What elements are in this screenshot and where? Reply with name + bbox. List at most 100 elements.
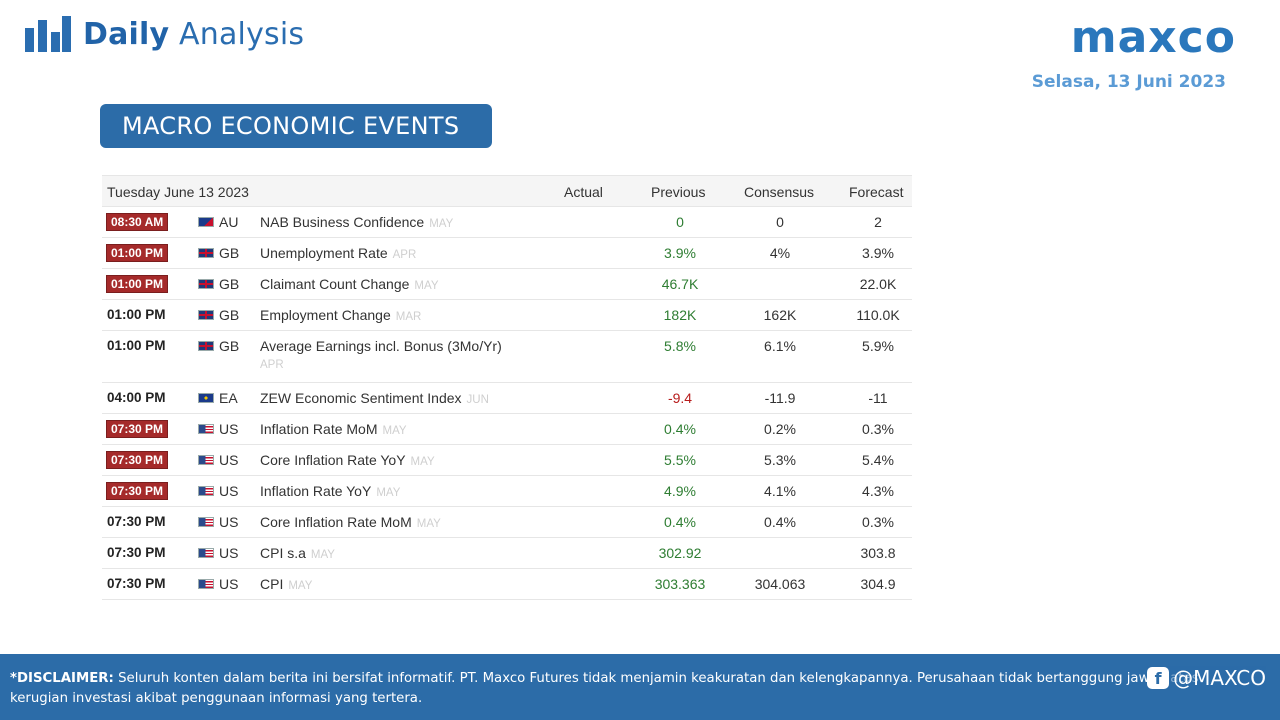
table-row[interactable]: 08:30 AM AU NAB Business Confidence MAY 0 0 2 [102, 207, 912, 238]
header-forecast: Forecast [849, 184, 904, 200]
table-row[interactable]: 01:00 PM GB Claimant Count Change MAY 46.7K 2… [102, 269, 912, 300]
event-period: JUN [466, 394, 489, 406]
table-row[interactable]: 07:30 PM US Inflation Rate YoY MAY 4.9% 4.1% 4… [102, 476, 912, 507]
event-period: MAY [414, 280, 439, 292]
event-title: Core Inflation Rate YoY [260, 452, 406, 468]
forecast-value: 5.9% [862, 338, 894, 354]
event-title: NAB Business Confidence [260, 214, 425, 230]
consensus-value: 304.063 [754, 576, 806, 592]
event-title: Core Inflation Rate MoM [260, 514, 412, 530]
consensus-value: 4% [769, 245, 791, 261]
table-row[interactable]: 04:00 PM EA ZEW Economic Sentiment Index JU… [102, 383, 912, 414]
table-row[interactable]: 01:00 PM GB Unemployment Rate APR 3.9% 4% 3.9% [102, 238, 912, 269]
previous-value: 303.363 [654, 576, 706, 592]
country-code: GB [219, 245, 240, 261]
table-row[interactable]: 07:30 PM US CPI MAY 303.363 304.063 304.9 [102, 569, 912, 600]
previous-value: 3.9% [664, 245, 696, 261]
table-row[interactable]: 07:30 PM US CPI s.a MAY 302.92 303.8 [102, 538, 912, 569]
au-flag-icon [198, 217, 214, 227]
event-name: Core Inflation Rate MoM MAY [260, 514, 441, 530]
brand-title: Daily Analysis [83, 17, 304, 52]
country-code: EA [219, 390, 238, 406]
event-period: MAY [416, 518, 441, 530]
previous-value: 5.5% [664, 452, 696, 468]
previous-value: -9.4 [667, 390, 693, 406]
event-time: 01:00 PM [107, 338, 166, 353]
consensus-value: 5.3% [764, 452, 796, 468]
gb-flag-icon [198, 248, 214, 258]
event-time: 01:00 PM [107, 307, 166, 322]
us-flag-icon [198, 486, 214, 496]
country-code: GB [219, 276, 240, 292]
forecast-value: 303.8 [860, 545, 896, 561]
forecast-value: 0.3% [862, 514, 894, 530]
table-body: 08:30 AM AU NAB Business Confidence MAY 0 0 2 0… [102, 207, 912, 600]
event-name: ZEW Economic Sentiment Index JUN [260, 390, 489, 406]
event-period: MAY [429, 218, 454, 230]
forecast-value: 22.0K [859, 276, 897, 292]
event-title: Inflation Rate YoY [260, 483, 372, 499]
consensus-value: 0.2% [764, 421, 796, 437]
table-row[interactable]: 07:30 PM US Core Inflation Rate MoM MAY 0.4%… [102, 507, 912, 538]
event-time: 07:30 PM [107, 576, 166, 591]
event-period: MAY [310, 549, 335, 561]
gb-flag-icon [198, 341, 214, 351]
table-row[interactable]: 07:30 PM US Core Inflation Rate YoY MAY 5.5%… [102, 445, 912, 476]
table-header: Tuesday June 13 2023 Actual Previous Con… [102, 175, 912, 207]
event-name: Claimant Count Change MAY [260, 276, 439, 292]
event-name: Unemployment Rate APR [260, 245, 416, 261]
brand-title-light: Analysis [179, 16, 305, 52]
us-flag-icon [198, 548, 214, 558]
forecast-value: 110.0K [856, 307, 900, 323]
event-period: MAY [382, 425, 407, 437]
table-row[interactable]: 07:30 PM US Inflation Rate MoM MAY 0.4% 0.2% 0… [102, 414, 912, 445]
ea-flag-icon [198, 393, 214, 403]
forecast-value: 3.9% [862, 245, 894, 261]
event-period: APR [260, 359, 284, 371]
social-handle-block[interactable]: f @MAXCO [1147, 666, 1266, 690]
table-row[interactable]: 01:00 PM GB Average Earnings incl. Bonus (… [102, 331, 912, 383]
forecast-value: 0.3% [862, 421, 894, 437]
section-title: MACRO ECONOMIC EVENTS [100, 104, 492, 148]
event-title: Employment Change [260, 307, 391, 323]
event-name: Core Inflation Rate YoY MAY [260, 452, 435, 468]
event-name: CPI MAY [260, 576, 312, 592]
event-period: APR [392, 249, 417, 261]
event-title: ZEW Economic Sentiment Index [260, 390, 462, 406]
event-time: 01:00 PM [106, 244, 169, 262]
previous-value: 302.92 [658, 545, 702, 561]
forecast-value: -11 [868, 390, 888, 406]
country-code: US [219, 452, 239, 468]
header-consensus: Consensus [744, 184, 815, 200]
event-title: CPI s.a [260, 545, 306, 561]
table-row[interactable]: 01:00 PM GB Employment Change MAR 182K 162K 11… [102, 300, 912, 331]
us-flag-icon [198, 517, 214, 527]
consensus-value: -11.9 [764, 390, 796, 406]
event-period: MAY [410, 456, 435, 468]
us-flag-icon [198, 579, 214, 589]
country-code: AU [219, 214, 239, 230]
previous-value: 0 [676, 214, 684, 230]
event-title: CPI [260, 576, 284, 592]
country-code: US [219, 483, 239, 499]
country-code: GB [219, 307, 240, 323]
consensus-value: 162K [763, 307, 797, 323]
event-period: MAY [376, 487, 401, 499]
event-time: 07:30 PM [106, 482, 169, 500]
economic-calendar-table: Tuesday June 13 2023 Actual Previous Con… [102, 175, 912, 600]
brand-header: Daily Analysis [25, 14, 304, 54]
country-code: US [219, 514, 239, 530]
us-flag-icon [198, 455, 214, 465]
disclaimer-text: Seluruh konten dalam berita ini bersifat… [10, 671, 1199, 706]
report-date: Selasa, 13 Juni 2023 [1031, 72, 1226, 92]
event-time: 07:30 PM [107, 545, 166, 560]
forecast-value: 2 [874, 214, 882, 230]
event-title: Average Earnings incl. Bonus (3Mo/Yr) [260, 338, 502, 354]
maxco-logo: maxco [1070, 12, 1236, 63]
event-name: NAB Business Confidence MAY [260, 214, 453, 230]
facebook-icon: f [1147, 667, 1170, 689]
event-time: 07:30 PM [106, 420, 169, 438]
forecast-value: 4.3% [862, 483, 894, 499]
event-period: MAR [395, 311, 422, 323]
event-title: Unemployment Rate [260, 245, 388, 261]
